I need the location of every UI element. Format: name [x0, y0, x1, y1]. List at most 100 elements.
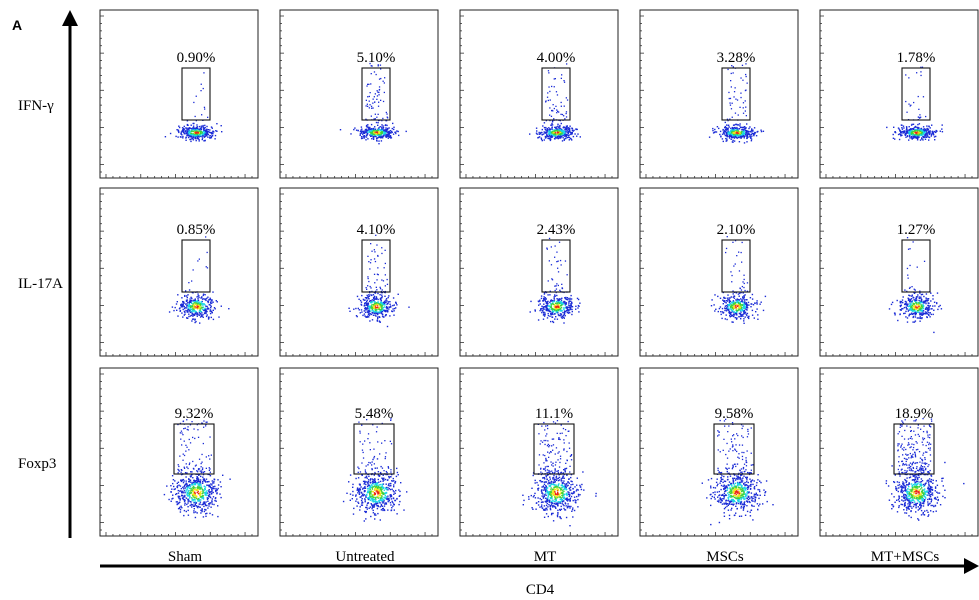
event-dot [546, 129, 549, 132]
event-dot [181, 494, 183, 496]
flow-plot-panel: 5.10% [279, 9, 439, 179]
event-dot [544, 135, 547, 138]
event-dot [897, 127, 900, 129]
event-dot [177, 492, 180, 494]
gated-event-dot [736, 255, 738, 257]
event-dot [208, 298, 210, 301]
event-dot [186, 494, 188, 496]
event-dot [572, 130, 574, 132]
event-dot [359, 312, 361, 314]
event-dot [912, 315, 915, 318]
event-dot [904, 133, 907, 135]
event-dot [743, 307, 745, 310]
gated-event-dot [365, 287, 367, 289]
event-dot [890, 303, 893, 306]
event-dot [190, 302, 192, 304]
event-dot [379, 306, 381, 308]
event-dot [392, 122, 394, 125]
event-dot [219, 481, 222, 483]
event-dot [559, 127, 561, 130]
event-dot [376, 319, 378, 321]
event-dot [192, 128, 194, 131]
event-dot [918, 133, 920, 136]
event-dot [738, 299, 740, 301]
event-dot [216, 301, 218, 303]
event-dot [220, 486, 222, 488]
event-dot [922, 134, 924, 136]
event-dot [727, 307, 729, 310]
event-dot [548, 127, 550, 129]
event-dot [188, 300, 191, 302]
gated-event-dot [736, 99, 739, 101]
gated-event-dot [386, 116, 388, 118]
gated-event-dot [371, 250, 373, 252]
event-dot [903, 127, 905, 129]
gated-event-dot [906, 111, 908, 113]
event-dot [383, 131, 385, 133]
event-dot [187, 309, 189, 311]
event-cloud [529, 63, 581, 142]
event-dot [172, 494, 174, 496]
gated-event-dot [919, 114, 921, 116]
gate-box [541, 239, 571, 293]
event-dot [730, 134, 732, 137]
event-dot [906, 127, 908, 129]
event-dot [381, 294, 383, 296]
event-dot [211, 490, 213, 492]
event-dot [547, 137, 549, 140]
event-dot [556, 128, 558, 130]
event-dot [744, 132, 746, 135]
event-dot [908, 131, 910, 134]
event-dot [360, 126, 363, 128]
gated-event-dot [372, 102, 374, 104]
event-dot [181, 303, 183, 305]
event-dot [903, 312, 905, 315]
event-dot [731, 311, 733, 313]
event-dot [365, 518, 367, 520]
event-dot [175, 493, 177, 496]
event-dot [918, 317, 920, 319]
event-dot [546, 128, 549, 131]
event-dot [188, 493, 190, 495]
event-dot [941, 124, 943, 126]
gated-event-dot [734, 240, 737, 242]
gated-event-dot [732, 290, 734, 292]
event-dot [196, 476, 198, 478]
event-dot [198, 130, 200, 132]
event-dot [193, 308, 195, 311]
event-dot [916, 139, 919, 141]
event-dot [932, 313, 934, 316]
event-dot [926, 316, 928, 319]
event-dot [183, 480, 185, 482]
event-dot [172, 497, 174, 500]
event-dot [193, 482, 196, 484]
gated-event-dot [731, 281, 733, 283]
event-dot [185, 127, 187, 129]
event-dot [197, 506, 199, 509]
event-dot [364, 306, 367, 309]
event-dot [203, 129, 205, 131]
gated-event-dot [177, 472, 179, 474]
event-dot [202, 134, 204, 136]
event-dot [364, 299, 366, 301]
gated-event-dot [551, 85, 553, 88]
event-dot [739, 313, 741, 315]
event-dot [193, 479, 195, 482]
gated-event-dot [200, 90, 202, 92]
event-dot [728, 136, 730, 138]
event-dot [370, 130, 372, 132]
event-dot [725, 140, 727, 142]
event-dot [894, 138, 896, 140]
event-dot [372, 138, 375, 140]
event-dot [730, 313, 732, 316]
gated-event-dot [202, 87, 204, 90]
gated-event-dot [563, 81, 566, 83]
event-dot [372, 306, 375, 309]
event-dot [187, 514, 190, 516]
event-dot [363, 304, 366, 306]
row-label: IFN-γ [18, 98, 54, 114]
gate-percentage-label: 5.10% [357, 50, 396, 66]
event-dot [571, 302, 573, 304]
event-dot [561, 135, 563, 137]
event-dot [888, 308, 891, 310]
